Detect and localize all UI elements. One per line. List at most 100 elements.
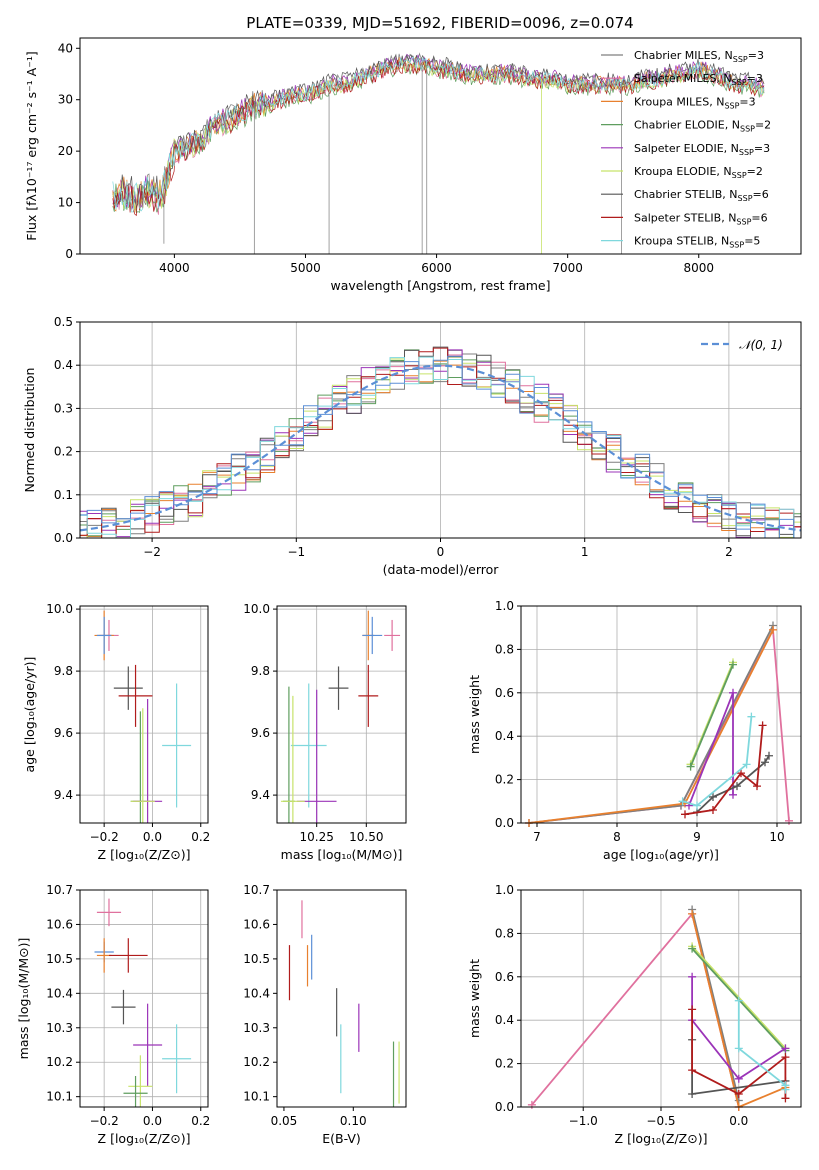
x-tick-label: 10.50: [349, 830, 383, 844]
weight-marker: [781, 1053, 790, 1062]
plots: 4000 5000 6000 7000 8000010203040wavelength …: [16, 37, 802, 1146]
weight-marker: [781, 1085, 790, 1094]
weight-marker: [742, 760, 751, 769]
axes-frame: [520, 605, 802, 824]
x-tick-label: 5000: [290, 261, 321, 275]
axes-frame: [276, 605, 407, 824]
weight-marker: [729, 790, 737, 799]
legend-entry: Salpeter STELIB, NSSP=6: [634, 211, 768, 226]
errorbar-point: [362, 616, 383, 655]
figure-title: PLATE=0339, MJD=51692, FIBERID=0096, z=0…: [246, 14, 633, 32]
y-tick-label: 40: [58, 41, 73, 55]
x-tick-label: −2: [143, 545, 161, 559]
panel-mass-vs-ebv: 0.05 0.10 10.1 10.2 10.3 10.4 10.5 10.6 10.7 E(B-…: [243, 883, 407, 1146]
y-tick-label: 0.6: [495, 970, 514, 984]
histogram-step: [80, 356, 801, 538]
y-tick-label: 9.4: [54, 788, 73, 802]
weight-marker: [758, 721, 767, 730]
weight-marker: [734, 1089, 743, 1098]
y-tick-label: 9.4: [251, 788, 270, 802]
axes-frame: [520, 889, 802, 1108]
axes-frame: [79, 37, 802, 255]
weight-marker: [688, 1005, 697, 1014]
x-tick-label: 0.0: [143, 1114, 162, 1128]
legend-entry: Chabrier ELODIE, NSSP=2: [634, 119, 771, 134]
weight-marker: [781, 1094, 790, 1103]
histogram-step: [80, 355, 801, 538]
errorbar-point: [118, 664, 153, 727]
y-axis-label: age [log₁₀(age/yr)]: [22, 657, 37, 773]
weight-marker: [734, 1074, 743, 1083]
weight-line: [688, 692, 734, 806]
spectrum-line: [112, 59, 765, 217]
panel-mass-vs-Z: −0.2 0.0 0.2 10.1 10.2 10.3 10.4 10.5 10.6 10.7 Z …: [16, 883, 210, 1146]
x-axis-label: E(B-V): [322, 1131, 361, 1146]
weight-marker: [686, 762, 695, 771]
y-axis-label: mass [log₁₀(M/M⊙)]: [16, 938, 31, 1060]
y-tick-label: 10.7: [243, 883, 270, 897]
y-tick-label: 10.5: [243, 952, 270, 966]
x-tick-label: 2: [725, 545, 733, 559]
x-tick-label: 7000: [552, 261, 583, 275]
y-tick-label: 10.7: [46, 883, 73, 897]
x-axis-label: Z [log₁₀(Z/Z⊙)]: [98, 1131, 191, 1146]
weight-line: [682, 716, 753, 807]
weight-marker: [734, 996, 743, 1005]
axes-frame: [79, 605, 209, 824]
weight-marker: [729, 660, 737, 669]
errorbar-point: [384, 619, 401, 651]
y-tick-label: 10.0: [46, 602, 73, 616]
errorbar-point: [130, 708, 155, 823]
weight-marker: [781, 1044, 790, 1053]
y-tick-label: 0.6: [495, 686, 514, 700]
x-tick-label: −0.2: [90, 1114, 119, 1128]
weight-marker: [678, 797, 687, 806]
errorbar-point: [162, 1024, 192, 1094]
errorbar-point: [280, 695, 305, 823]
y-tick-label: 30: [58, 93, 73, 107]
y-tick-label: 9.8: [54, 664, 73, 678]
x-tick-label: −0.5: [646, 1114, 675, 1128]
x-tick-label: 6000: [421, 261, 452, 275]
y-tick-label: 0.3: [54, 401, 73, 415]
x-tick-label: 4000: [159, 261, 190, 275]
y-tick-label: 10.1: [243, 1090, 270, 1104]
x-axis-label: Z [log₁₀(Z/Z⊙)]: [98, 847, 191, 862]
y-tick-label: 10.1: [46, 1090, 73, 1104]
weight-marker: [729, 688, 737, 697]
y-tick-label: 10.6: [243, 917, 270, 931]
legend-entry: Salpeter ELODIE, NSSP=3: [634, 142, 770, 157]
weight-marker: [761, 758, 769, 767]
y-tick-label: 0.5: [54, 315, 73, 329]
errorbar-point: [111, 989, 136, 1025]
legend-entry: Kroupa MILES, NSSP=3: [634, 95, 756, 110]
y-tick-label: 10: [58, 196, 73, 210]
histogram-step: [80, 347, 801, 538]
y-tick-label: 10.2: [243, 1055, 270, 1069]
panel-spectrum: 4000 5000 6000 7000 8000 0 10 20 30 40 wavelength …: [24, 37, 802, 293]
weight-marker: [688, 1089, 697, 1098]
y-tick-label: 0.1: [54, 488, 73, 502]
y-tick-label: 1.0: [495, 883, 514, 897]
y-tick-label: 0.8: [495, 926, 514, 940]
y-axis-label: Normed distribution: [22, 368, 37, 493]
errorbar-point: [108, 938, 148, 973]
x-tick-label: 0.0: [729, 1114, 748, 1128]
legend-entry: Kroupa STELIB, NSSP=5: [634, 235, 760, 250]
x-tick-label: 10: [769, 830, 784, 844]
x-axis-label: Z [log₁₀(Z/Z⊙)]: [615, 1131, 708, 1146]
x-tick-label: 10.25: [300, 830, 334, 844]
y-tick-label: 0.8: [495, 642, 514, 656]
y-tick-label: 10.2: [46, 1055, 73, 1069]
y-axis-label: mass weight: [467, 675, 482, 754]
x-tick-label: 8: [613, 830, 621, 844]
weight-marker: [737, 769, 745, 778]
x-tick-label: 0.10: [340, 1114, 367, 1128]
x-axis-label: mass [log₁₀(M/M⊙)]: [281, 847, 403, 862]
x-axis-label: (data-model)/error: [383, 562, 500, 577]
weight-line: [691, 909, 740, 1101]
y-tick-label: 0: [65, 247, 73, 261]
errorbar-point: [96, 616, 112, 655]
y-axis-label: Flux [fλ10⁻¹⁷ erg cm⁻² s⁻¹ A⁻¹]: [24, 51, 39, 240]
